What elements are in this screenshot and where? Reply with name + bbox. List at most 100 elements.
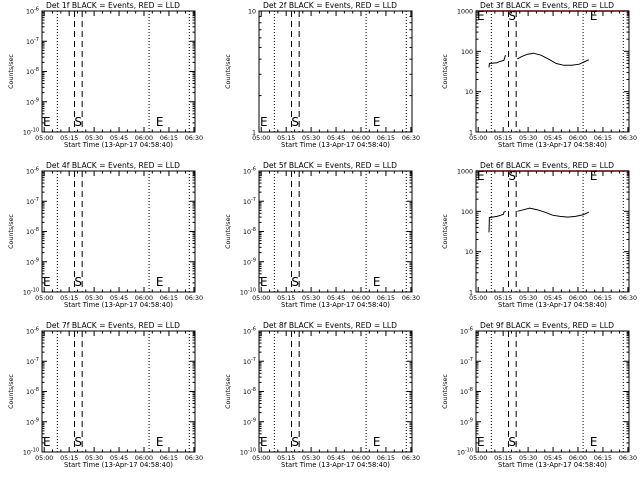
panel-title: Det 5f BLACK = Events, RED = LLD xyxy=(263,161,397,170)
x-tick-label: 05:30 xyxy=(85,455,103,462)
saa-marker-label: S xyxy=(291,115,299,129)
x-axis-title: Start Time (13-Apr-17 04:58:40) xyxy=(64,461,173,469)
x-tick-label: 05:15 xyxy=(60,455,78,462)
x-tick-label: 05:15 xyxy=(277,455,295,462)
y-tick-label: 100 xyxy=(461,49,473,56)
eclipse-marker-label: E xyxy=(477,9,485,23)
x-tick-label: 06:15 xyxy=(160,455,178,462)
y-tick-label: 10-9 xyxy=(26,97,39,106)
y-tick-label: 1 xyxy=(252,130,256,137)
panel-title: Det 2f BLACK = Events, RED = LLD xyxy=(263,1,397,10)
x-tick-label: 05:45 xyxy=(327,135,345,142)
y-tick-label: 10-8 xyxy=(243,227,256,236)
x-tick-label: 05:00 xyxy=(35,295,53,302)
x-tick-label: 05:45 xyxy=(544,455,562,462)
x-tick-label: 05:00 xyxy=(252,295,270,302)
x-tick-label: 05:15 xyxy=(494,295,512,302)
x-tick-label: 06:30 xyxy=(185,295,203,302)
x-tick-label: 06:00 xyxy=(352,135,370,142)
y-tick-label: 10-10 xyxy=(23,448,39,457)
plot-frame xyxy=(475,330,630,453)
plot-panel-5: Det 5f BLACK = Events, RED = LLD 05:00 05:… xyxy=(225,161,420,309)
y-tick-label: 10-10 xyxy=(240,448,256,457)
y-tick-label: 10-6 xyxy=(243,327,256,336)
x-tick-label: 05:15 xyxy=(60,295,78,302)
x-tick-label: 05:15 xyxy=(494,455,512,462)
y-tick-label: 10-7 xyxy=(26,357,39,366)
eclipse-marker-label: E xyxy=(260,275,268,289)
plot-panel-9: Det 9f BLACK = Events, RED = LLD 05:00 05:… xyxy=(442,321,637,469)
y-tick-label: 10-9 xyxy=(26,257,39,266)
y-tick-label: 10-6 xyxy=(26,7,39,16)
eclipse-marker-label: E xyxy=(590,435,598,449)
x-tick-label: 05:45 xyxy=(327,455,345,462)
plot-frame xyxy=(41,330,196,453)
y-tick-label: 10-9 xyxy=(243,257,256,266)
y-tick-label: 1000 xyxy=(457,169,473,176)
x-tick-label: 06:30 xyxy=(185,455,203,462)
eclipse-marker-label: E xyxy=(156,435,164,449)
x-axis-title: Start Time (13-Apr-17 04:58:40) xyxy=(498,461,607,469)
x-tick-label: 05:00 xyxy=(469,455,487,462)
x-tick-label: 06:15 xyxy=(594,455,612,462)
y-tick-label: 1000 xyxy=(457,9,473,16)
y-tick-label: 1 xyxy=(469,130,473,137)
x-tick-label: 05:30 xyxy=(519,295,537,302)
panel-title: Det 1f BLACK = Events, RED = LLD xyxy=(46,1,180,10)
saa-marker-label: S xyxy=(291,435,299,449)
x-tick-label: 05:45 xyxy=(544,135,562,142)
x-tick-label: 05:45 xyxy=(544,295,562,302)
events-series-line xyxy=(517,52,590,66)
panel-title: Det 7f BLACK = Events, RED = LLD xyxy=(46,321,180,330)
saa-marker-label: S xyxy=(74,115,82,129)
y-axis-title: Counts/sec xyxy=(442,54,449,89)
eclipse-marker-label: E xyxy=(373,435,381,449)
plot-frame xyxy=(41,170,196,293)
saa-marker-label: S xyxy=(74,275,82,289)
panel-title: Det 4f BLACK = Events, RED = LLD xyxy=(46,161,180,170)
y-tick-label: 10-6 xyxy=(243,167,256,176)
y-axis-title: Counts/sec xyxy=(225,214,232,249)
plot-panel-3: Det 3f BLACK = Events, RED = LLD 05:00 05:… xyxy=(442,1,637,149)
plot-panel-1: Det 1f BLACK = Events, RED = LLD 05:00 05:… xyxy=(8,1,203,149)
x-tick-label: 05:30 xyxy=(302,135,320,142)
plot-panel-2: Det 2f BLACK = Events, RED = LLD 05:00 05:… xyxy=(225,1,420,149)
plot-frame xyxy=(475,170,630,293)
x-tick-label: 06:00 xyxy=(135,455,153,462)
y-tick-label: 10-7 xyxy=(243,357,256,366)
eclipse-marker-label: E xyxy=(590,9,598,23)
x-tick-label: 05:45 xyxy=(110,455,128,462)
x-tick-label: 06:30 xyxy=(619,455,637,462)
x-tick-label: 06:15 xyxy=(594,135,612,142)
saa-marker-label: S xyxy=(508,169,516,183)
y-tick-label: 10-8 xyxy=(26,67,39,76)
x-tick-label: 05:00 xyxy=(469,135,487,142)
x-tick-label: 06:00 xyxy=(135,295,153,302)
plot-frame xyxy=(258,330,413,453)
x-tick-label: 05:15 xyxy=(277,295,295,302)
eclipse-marker-label: E xyxy=(43,275,51,289)
x-tick-label: 06:00 xyxy=(352,455,370,462)
x-tick-label: 06:30 xyxy=(619,295,637,302)
x-tick-label: 06:30 xyxy=(402,295,420,302)
y-tick-label: 10-7 xyxy=(26,197,39,206)
x-tick-label: 05:45 xyxy=(110,295,128,302)
x-tick-label: 06:00 xyxy=(352,295,370,302)
y-tick-label: 10-8 xyxy=(26,387,39,396)
x-tick-label: 05:00 xyxy=(35,455,53,462)
y-tick-label: 10-10 xyxy=(457,448,473,457)
saa-marker-label: S xyxy=(508,9,516,23)
saa-marker-label: S xyxy=(291,275,299,289)
x-tick-label: 05:30 xyxy=(85,295,103,302)
x-tick-label: 06:30 xyxy=(185,135,203,142)
x-tick-label: 06:15 xyxy=(377,135,395,142)
eclipse-marker-label: E xyxy=(260,435,268,449)
plot-frame xyxy=(475,10,630,133)
y-axis-title: Counts/sec xyxy=(225,54,232,89)
y-tick-label: 10-7 xyxy=(243,197,256,206)
x-tick-label: 06:30 xyxy=(619,135,637,142)
x-tick-label: 05:15 xyxy=(494,135,512,142)
eclipse-marker-label: E xyxy=(43,435,51,449)
eclipse-marker-label: E xyxy=(590,169,598,183)
